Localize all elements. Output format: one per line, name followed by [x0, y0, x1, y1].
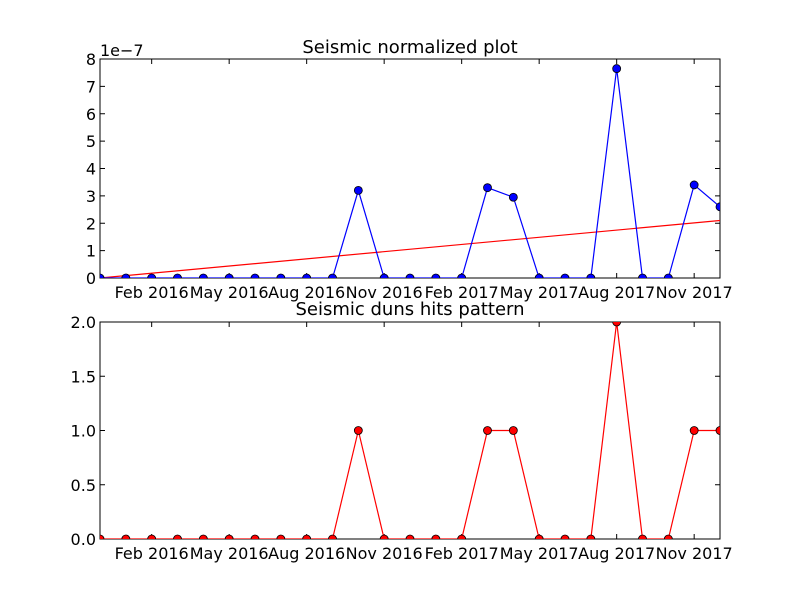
chart-top-title: Seismic normalized plot: [302, 37, 517, 58]
x-tick-label: Feb 2016: [115, 544, 189, 563]
data-point: [100, 273, 105, 278]
y-tick-label: 2: [86, 214, 96, 233]
y-tick-label: 0: [86, 269, 96, 288]
data-point: [612, 322, 622, 327]
data-point: [689, 180, 699, 190]
data-point: [328, 273, 337, 278]
data-point: [224, 273, 234, 278]
data-point: [198, 273, 208, 278]
data-point: [638, 273, 647, 278]
x-tick-label: Nov 2016: [346, 544, 423, 563]
y-tick-label: 0.0: [71, 530, 96, 549]
data-point: [689, 426, 699, 435]
y-tick-label: 1.5: [71, 367, 96, 386]
data-point: [121, 273, 131, 278]
x-tick-label: Nov 2017: [656, 283, 733, 302]
x-tick-label: May 2017: [500, 544, 579, 563]
data-point: [379, 534, 389, 539]
plot-series-group: [100, 322, 720, 539]
data-point: [405, 534, 415, 539]
data-point: [663, 273, 673, 278]
chart-bottom-axes: [99, 321, 721, 540]
data-point: [276, 273, 286, 278]
data-point: [508, 426, 518, 435]
data-point: [250, 534, 260, 539]
data-point: [276, 534, 286, 539]
data-point: [302, 273, 312, 278]
x-tick-label: May 2016: [190, 283, 269, 302]
x-tick-label: Feb 2017: [425, 544, 499, 563]
data-point: [431, 534, 441, 539]
data-point: [224, 534, 234, 539]
data-point: [560, 534, 570, 539]
data-point: [457, 534, 467, 539]
y-tick-label: 1.0: [71, 422, 96, 441]
data-point: [663, 534, 673, 539]
data-point: [715, 202, 720, 212]
chart-bottom-title: Seismic duns hits pattern: [295, 299, 524, 320]
y-tick-label: 2.0: [71, 313, 96, 332]
data-point: [715, 426, 720, 435]
x-tick-label: Nov 2016: [346, 283, 423, 302]
data-point: [100, 534, 105, 539]
y-tick-label: 3: [86, 187, 96, 206]
data-point: [483, 426, 492, 435]
x-tick-label: May 2016: [190, 544, 269, 563]
x-tick-label: Nov 2017: [656, 544, 733, 563]
data-point: [302, 534, 312, 539]
data-point: [250, 273, 260, 278]
y-tick-label: 7: [86, 77, 96, 96]
chart-top-axes: [99, 58, 721, 279]
data-point: [534, 534, 544, 539]
chart-top: Seismic normalized plot 1e−7 0 1 2 3 4 5 6 7 8 Fe…: [86, 37, 733, 302]
y-tick-label: 1: [86, 242, 96, 261]
data-point: [431, 273, 441, 278]
plot-series-group: [100, 64, 720, 278]
x-tick-label: May 2017: [500, 283, 579, 302]
data-point: [586, 534, 596, 539]
y-tick-label: 8: [86, 50, 96, 69]
x-tick-label: Aug 2016: [268, 283, 345, 302]
x-tick-label: Feb 2016: [115, 283, 189, 302]
data-point: [612, 64, 622, 73]
data-point: [121, 534, 131, 539]
data-point: [198, 534, 208, 539]
data-point: [147, 273, 157, 278]
data-point: [353, 426, 363, 435]
data-point: [586, 273, 596, 278]
data-point: [147, 534, 157, 539]
data-point: [560, 273, 570, 278]
data-point: [328, 534, 337, 539]
data-point: [353, 185, 363, 195]
data-point: [638, 534, 647, 539]
data-point: [508, 192, 518, 202]
y-tick-label: 4: [86, 160, 96, 179]
x-tick-label: Aug 2016: [268, 544, 345, 563]
y-tick-label: 6: [86, 105, 96, 124]
y-tick-label: 0.5: [71, 476, 96, 495]
chart-bottom: Seismic duns hits pattern 0.0 0.5 1.0 1.5 2.…: [71, 299, 733, 563]
chart-top-offset-text: 1e−7: [100, 41, 144, 60]
data-point: [173, 534, 182, 539]
trend-line: [100, 219, 720, 278]
data-point: [457, 273, 467, 278]
x-tick-label: Feb 2017: [425, 283, 499, 302]
x-tick-label: Aug 2017: [578, 283, 655, 302]
data-point: [379, 273, 389, 278]
data-point: [483, 183, 492, 193]
x-tick-label: Aug 2017: [578, 544, 655, 563]
y-tick-label: 5: [86, 132, 96, 151]
data-point: [173, 273, 182, 278]
data-point: [405, 273, 415, 278]
data-point: [534, 273, 544, 278]
